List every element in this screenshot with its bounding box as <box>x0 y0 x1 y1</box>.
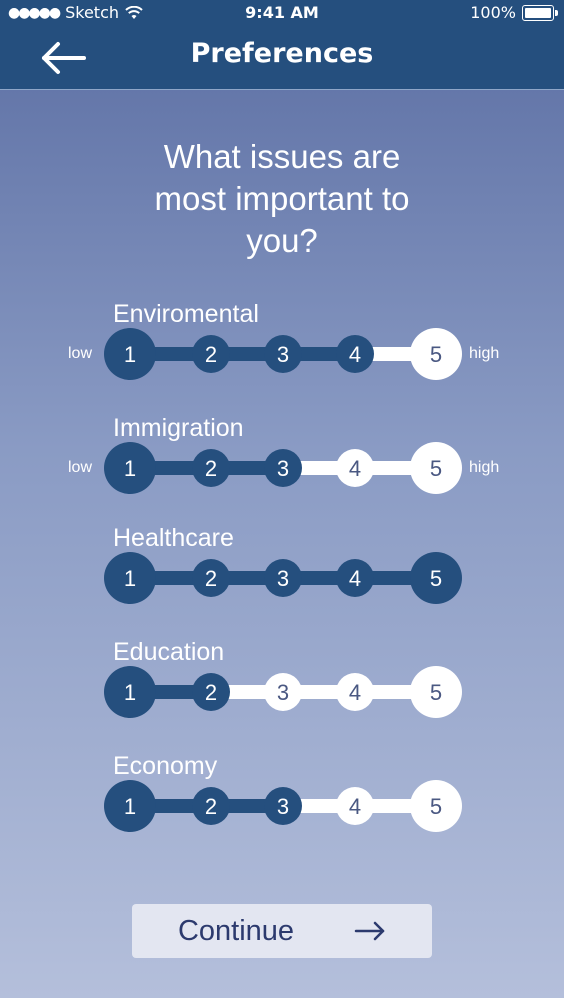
rating-number: 4 <box>349 342 361 367</box>
rating-option-1[interactable]: 1 <box>104 780 156 832</box>
question-line: What issues are <box>82 136 482 178</box>
high-label: high <box>469 345 499 363</box>
issue-label: Economy <box>113 752 217 781</box>
low-label: low <box>68 345 92 363</box>
rating-option-3[interactable]: 3 <box>264 673 302 711</box>
rating-option-5[interactable]: 5 <box>410 442 462 494</box>
question-line: you? <box>82 220 482 262</box>
rating-option-4[interactable]: 4 <box>336 559 374 597</box>
rating-option-2[interactable]: 2 <box>192 449 230 487</box>
low-label: low <box>68 459 92 477</box>
rating-option-2[interactable]: 2 <box>192 787 230 825</box>
rating-number: 3 <box>277 342 289 367</box>
rating-number: 2 <box>205 794 217 819</box>
rating-number: 5 <box>430 794 442 819</box>
high-label: high <box>469 459 499 477</box>
issue-scale: 1 2 3 4 5 Immigration low high <box>0 414 564 514</box>
rating-number: 1 <box>124 794 136 819</box>
issue-scale: 1 2 3 4 5 Education <box>0 638 564 738</box>
rating-number: 3 <box>277 794 289 819</box>
rating-number: 2 <box>205 566 217 591</box>
rating-option-1[interactable]: 1 <box>104 552 156 604</box>
issue-scale: 1 2 3 4 5 Enviromental low high <box>0 300 564 400</box>
rating-option-4[interactable]: 4 <box>336 449 374 487</box>
arrow-right-icon <box>354 921 386 941</box>
issue-label: Enviromental <box>113 300 259 329</box>
rating-option-5[interactable]: 5 <box>410 666 462 718</box>
rating-slider[interactable]: 1 2 3 4 5 <box>0 638 564 738</box>
rating-option-4[interactable]: 4 <box>336 335 374 373</box>
issue-scale: 1 2 3 4 5 Healthcare <box>0 524 564 624</box>
rating-number: 3 <box>277 456 289 481</box>
rating-number: 4 <box>349 566 361 591</box>
issue-label: Healthcare <box>113 524 234 553</box>
rating-option-1[interactable]: 1 <box>104 442 156 494</box>
rating-slider[interactable]: 1 2 3 4 5 <box>0 752 564 852</box>
issue-label: Education <box>113 638 224 667</box>
rating-slider[interactable]: 1 2 3 4 5 <box>0 524 564 624</box>
battery-icon <box>522 5 554 21</box>
rating-number: 1 <box>124 566 136 591</box>
continue-button[interactable]: Continue <box>132 904 432 958</box>
continue-label: Continue <box>178 915 294 948</box>
rating-option-2[interactable]: 2 <box>192 335 230 373</box>
rating-option-3[interactable]: 3 <box>264 449 302 487</box>
rating-number: 5 <box>430 680 442 705</box>
issue-scale: 1 2 3 4 5 Economy <box>0 752 564 852</box>
rating-option-4[interactable]: 4 <box>336 787 374 825</box>
status-right: 100% <box>470 3 554 22</box>
question-heading: What issues are most important to you? <box>82 136 482 262</box>
rating-number: 2 <box>205 342 217 367</box>
rating-number: 1 <box>124 456 136 481</box>
rating-number: 2 <box>205 456 217 481</box>
rating-number: 1 <box>124 342 136 367</box>
rating-number: 3 <box>277 680 289 705</box>
rating-number: 4 <box>349 680 361 705</box>
rating-option-5[interactable]: 5 <box>410 328 462 380</box>
rating-option-1[interactable]: 1 <box>104 666 156 718</box>
rating-option-3[interactable]: 3 <box>264 787 302 825</box>
question-line: most important to <box>82 178 482 220</box>
rating-number: 5 <box>430 456 442 481</box>
battery-percent: 100% <box>470 3 516 22</box>
rating-option-3[interactable]: 3 <box>264 335 302 373</box>
rating-option-1[interactable]: 1 <box>104 328 156 380</box>
rating-option-5[interactable]: 5 <box>410 552 462 604</box>
page-title: Preferences <box>0 38 564 69</box>
rating-number: 1 <box>124 680 136 705</box>
navigation-bar: ●●●●● Sketch 9:41 AM 100% Preferences <box>0 0 564 90</box>
rating-number: 3 <box>277 566 289 591</box>
rating-option-2[interactable]: 2 <box>192 559 230 597</box>
rating-option-4[interactable]: 4 <box>336 673 374 711</box>
rating-number: 5 <box>430 566 442 591</box>
issue-label: Immigration <box>113 414 244 443</box>
rating-option-5[interactable]: 5 <box>410 780 462 832</box>
rating-number: 5 <box>430 342 442 367</box>
rating-option-3[interactable]: 3 <box>264 559 302 597</box>
status-bar: ●●●●● Sketch 9:41 AM 100% <box>0 0 564 26</box>
rating-number: 4 <box>349 794 361 819</box>
rating-number: 4 <box>349 456 361 481</box>
rating-option-2[interactable]: 2 <box>192 673 230 711</box>
rating-number: 2 <box>205 680 217 705</box>
